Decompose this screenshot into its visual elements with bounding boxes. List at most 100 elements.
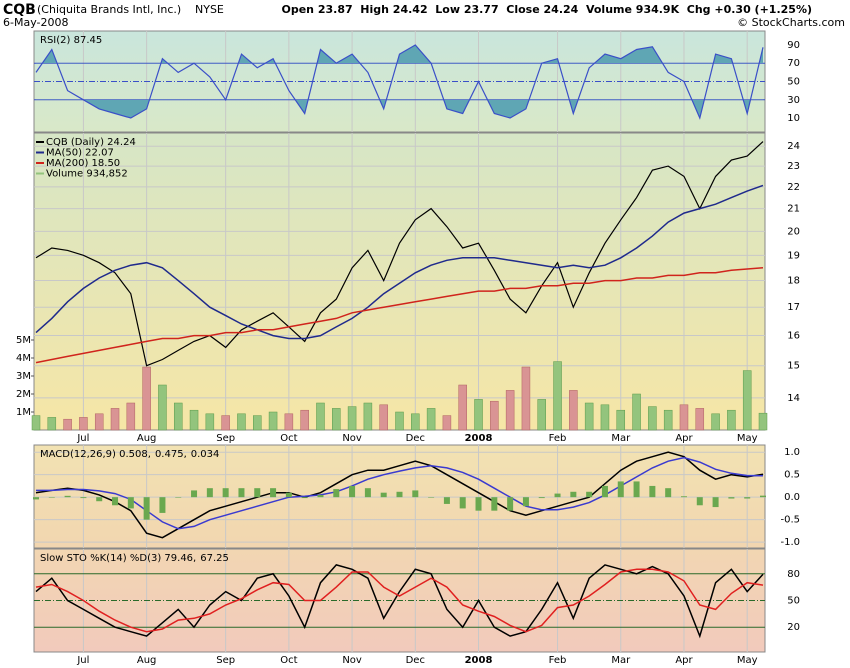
x-tick-label: 2008 [465, 655, 493, 666]
volume-tick-label: 3M [16, 371, 31, 382]
y-tick-label: 19 [787, 250, 800, 261]
x-tick-label: Nov [342, 655, 362, 666]
volume-tick-label: 5M [16, 335, 31, 346]
histogram-bar [143, 497, 150, 520]
y-tick-label: 50 [787, 596, 800, 607]
volume-bar [758, 412, 768, 431]
volume-bar [126, 402, 136, 431]
volume-bar [490, 400, 499, 431]
histogram-bar [522, 497, 529, 507]
y-tick-label: 24 [787, 141, 800, 152]
y-tick-label: -1.0 [780, 537, 800, 548]
histogram-bar [206, 488, 213, 498]
series-line [35, 44, 764, 120]
histogram-bar [728, 497, 735, 499]
histogram-bar [191, 490, 198, 498]
y-tick-label: 20 [787, 622, 800, 633]
volume-bar [47, 417, 57, 431]
volume-bar [31, 415, 41, 431]
histogram-bar [475, 497, 482, 511]
histogram-bar [364, 488, 371, 498]
y-tick-label: 30 [787, 95, 800, 106]
legend-text: RSI(2) 87.45 [40, 35, 102, 46]
volume-bar [600, 404, 610, 431]
x-tick-label: Apr [675, 433, 693, 444]
histogram-bar [380, 492, 387, 498]
y-tick-label: 70 [787, 58, 800, 69]
volume-bar [584, 402, 594, 431]
histogram-bar [254, 488, 261, 498]
histogram-bar [538, 497, 545, 499]
histogram-bar [270, 488, 277, 498]
volume-bar [395, 411, 404, 431]
histogram-bar [665, 488, 672, 498]
volume-bar [268, 411, 278, 431]
histogram-bar [127, 497, 134, 509]
y-tick-label: 16 [787, 331, 800, 342]
histogram-bar [696, 497, 703, 506]
y-tick-label: 23 [787, 161, 800, 172]
volume-bar [142, 366, 151, 431]
volume-bar [505, 390, 515, 431]
y-tick-label: 20 [787, 226, 800, 237]
series-line [35, 141, 764, 367]
legend-text: MA(200) 18.50 [46, 158, 120, 169]
histogram-bar [680, 496, 687, 498]
histogram-bar [491, 497, 498, 511]
series-line [35, 184, 764, 340]
histogram-bar [412, 490, 419, 498]
histogram-bar [175, 497, 182, 498]
histogram-bar [760, 495, 766, 498]
panel-background [33, 132, 766, 431]
histogram-bar [744, 497, 751, 499]
y-tick-label: 1.0 [784, 447, 800, 458]
histogram-bar [159, 497, 166, 513]
exchange: NYSE [195, 3, 224, 16]
y-tick-label: 10 [787, 113, 800, 124]
y-tick-label: 22 [787, 182, 800, 193]
volume-bar [742, 370, 752, 431]
credit: © StockCharts.com [737, 16, 845, 29]
histogram-bar [586, 491, 593, 498]
histogram-bar [96, 497, 103, 502]
y-tick-label: 14 [787, 393, 800, 404]
volume-tick-label: 4M [16, 353, 31, 364]
y-tick-label: 0.0 [784, 492, 800, 503]
volume-bar [158, 384, 167, 431]
volume-bar [253, 415, 262, 431]
x-tick-label: Sep [216, 655, 235, 666]
volume-bar [616, 409, 626, 431]
x-tick-label: Mar [611, 655, 631, 666]
x-tick-label: Apr [675, 655, 693, 666]
volume-bar [63, 418, 72, 431]
x-tick-label: Dec [406, 655, 425, 666]
histogram-bar [443, 497, 450, 504]
legend-text: MACD(12,26,9) 0.508, [40, 449, 151, 460]
volume-bar [458, 384, 467, 431]
volume-bar [316, 402, 325, 431]
company: (Chiquita Brands Intl, Inc.) [37, 3, 181, 16]
symbol: CQB [3, 2, 36, 18]
x-tick-label: Nov [342, 433, 362, 444]
histogram-bar [112, 497, 119, 506]
volume-bar [521, 366, 531, 431]
histogram-bar [428, 497, 435, 498]
volume-bar [189, 409, 199, 431]
quote: Open 23.87 High 24.42 Low 23.77 Close 24… [282, 3, 813, 16]
histogram-bar [633, 481, 640, 498]
y-tick-label: 17 [787, 302, 800, 313]
volume-bar [379, 404, 388, 431]
series-line [36, 456, 764, 530]
series-line [35, 564, 764, 639]
volume-bar [663, 409, 673, 431]
x-tick-label: Oct [280, 655, 297, 666]
volume-bar [284, 413, 294, 431]
histogram-bar [617, 481, 624, 498]
x-tick-label: 2008 [465, 433, 493, 444]
histogram-bar [301, 497, 308, 499]
y-tick-label: 21 [787, 204, 800, 215]
histogram-bar [317, 494, 324, 498]
volume-bar [94, 413, 104, 431]
y-tick-label: 80 [787, 569, 800, 580]
